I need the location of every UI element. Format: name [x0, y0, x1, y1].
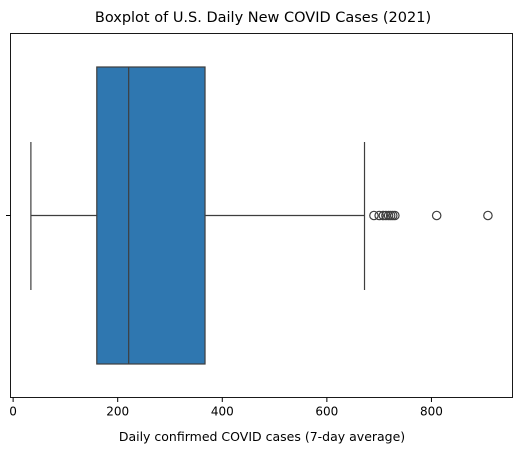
outlier-point — [378, 210, 389, 221]
chart-title: Boxplot of U.S. Daily New COVID Cases (2… — [95, 10, 431, 26]
outlier-point — [431, 210, 442, 221]
x-tick-label: 0 — [9, 405, 17, 419]
outlier-point — [369, 210, 379, 221]
iqr-box — [96, 66, 206, 365]
plot-area — [30, 66, 493, 365]
outlier-point — [390, 210, 400, 221]
x-axis: 0 200 400 600 800 — [9, 397, 443, 419]
x-tick-label: 400 — [211, 405, 234, 419]
x-axis-label: Daily confirmed COVID cases (7-day avera… — [119, 429, 405, 444]
x-tick-label: 600 — [315, 405, 338, 419]
outlier-point — [483, 210, 493, 221]
x-tick-label: 800 — [420, 405, 443, 419]
x-tick-label: 200 — [106, 405, 129, 419]
outlier-point — [374, 210, 384, 221]
